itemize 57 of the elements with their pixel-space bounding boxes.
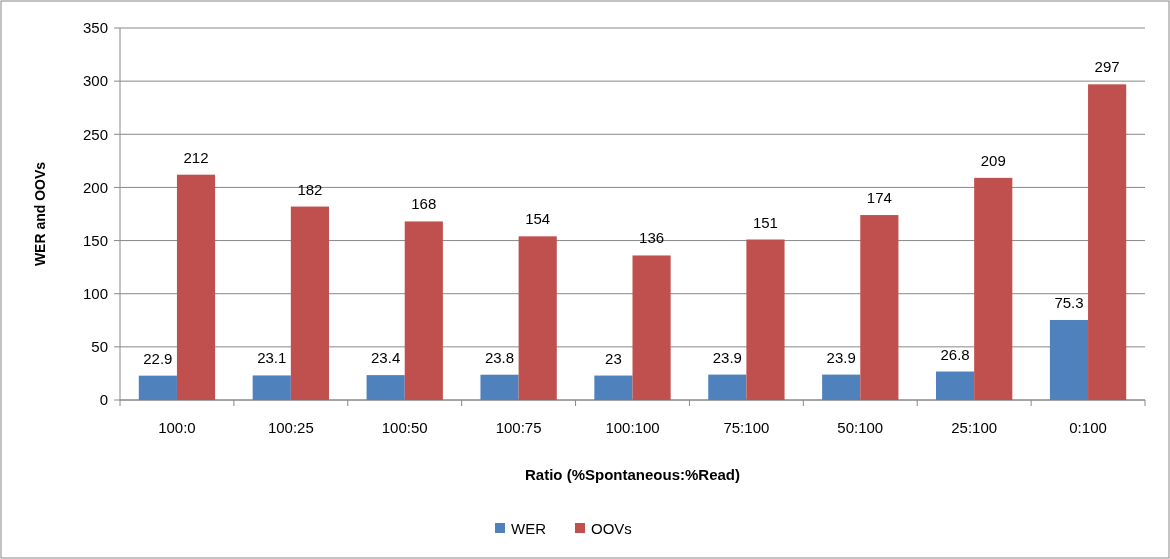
data-label: 26.8 <box>940 345 970 363</box>
y-tick-label: 300 <box>82 72 108 90</box>
data-label: 23.8 <box>484 348 515 366</box>
bar <box>974 177 1013 400</box>
data-label: 75.3 <box>1054 293 1084 311</box>
bar <box>936 371 975 400</box>
x-tick-label: 100:50 <box>381 419 428 436</box>
x-tick-label: 25:100 <box>951 419 998 436</box>
x-tick-label: 0:100 <box>1069 419 1107 436</box>
data-label: 174 <box>866 189 892 207</box>
data-label: 209 <box>980 151 1006 169</box>
x-tick-label: 100:100 <box>605 419 660 436</box>
data-label: 151 <box>752 213 778 231</box>
bar <box>518 236 557 400</box>
bar <box>480 374 519 400</box>
y-tick-label: 200 <box>82 178 108 196</box>
y-tick-label: 100 <box>82 284 108 302</box>
bar <box>290 206 329 400</box>
data-label: 23.1 <box>257 349 287 367</box>
data-label: 168 <box>411 195 437 213</box>
x-axis-title: Ratio (%Spontaneous:%Read) <box>524 466 741 483</box>
y-tick-label: 0 <box>99 391 108 409</box>
bar <box>746 239 785 400</box>
x-tick-label: 100:75 <box>495 419 542 436</box>
data-label: 22.9 <box>143 349 173 367</box>
y-tick-label: 350 <box>82 19 108 37</box>
bar <box>708 374 747 400</box>
data-label: 23.4 <box>371 349 401 367</box>
data-label: 23 <box>605 349 622 367</box>
bar <box>176 174 216 400</box>
bar <box>632 255 671 400</box>
data-label: 182 <box>297 180 323 198</box>
data-label: 154 <box>525 210 551 228</box>
data-label: 23.9 <box>712 348 742 366</box>
bar <box>1088 84 1127 400</box>
y-tick-label: 250 <box>82 125 108 143</box>
x-tick-label: 100:25 <box>267 419 314 436</box>
y-tick-label: 150 <box>82 231 108 249</box>
data-label: 212 <box>183 148 209 166</box>
y-tick-label: 50 <box>91 338 108 356</box>
bar <box>860 215 899 400</box>
data-label: 297 <box>1094 58 1120 76</box>
bar <box>366 375 405 400</box>
bar <box>252 375 291 400</box>
bar <box>404 221 443 400</box>
x-tick-label: 50:100 <box>837 419 884 436</box>
bar <box>138 375 177 400</box>
data-label: 23.9 <box>826 348 856 366</box>
bar <box>594 375 633 400</box>
data-label: 136 <box>639 229 665 247</box>
y-axis-title: WER and OOVs <box>32 161 48 267</box>
legend-label: WER <box>511 520 547 538</box>
bar <box>1049 319 1089 400</box>
x-tick-label: 75:100 <box>723 419 770 436</box>
bar <box>822 374 861 400</box>
legend-label: OOVs <box>591 520 632 538</box>
x-tick-label: 100:0 <box>158 419 196 436</box>
